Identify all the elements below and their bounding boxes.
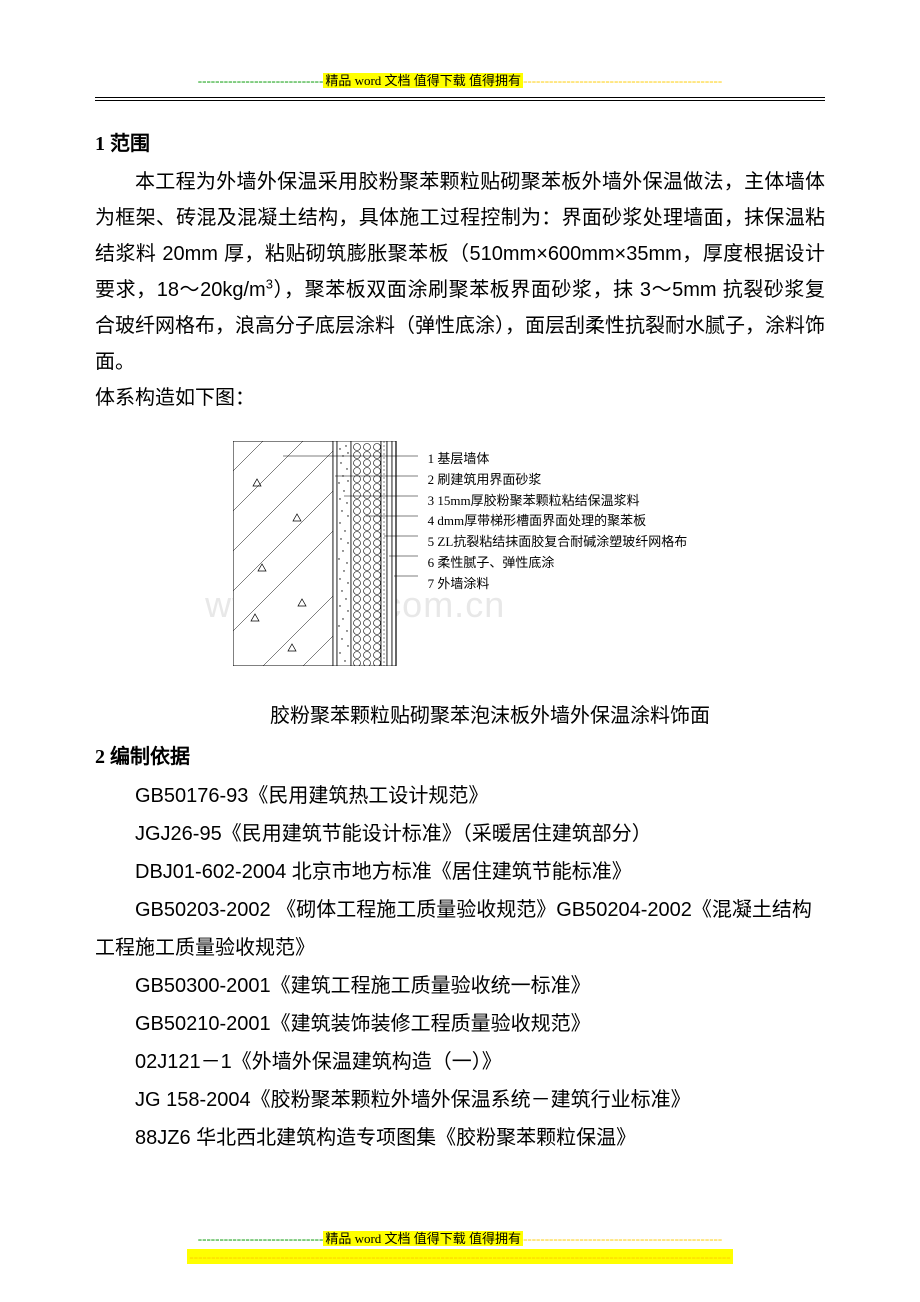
header-dashes-right: ----------------------------------------… — [523, 73, 722, 88]
diagram-label-3: 3 15mm厚胶粉聚苯颗粒粘结保温浆料 — [428, 491, 688, 512]
ref-1: GB50176-93《民用建筑热工设计规范》 — [95, 777, 825, 815]
diagram-label-2: 2 刷建筑用界面砂浆 — [428, 470, 688, 491]
ref-2: JGJ26-95《民用建筑节能设计标准》（采暖居住建筑部分） — [95, 815, 825, 853]
footer-dashes-left: ----------------------------- — [198, 1231, 324, 1246]
ref-6: GB50210-2001《建筑装饰装修工程质量验收规范》 — [95, 1005, 825, 1043]
footer-line-1: -----------------------------精品 word 文档 … — [95, 1228, 825, 1247]
diagram-label-4: 4 dmm厚带梯形槽面界面处理的聚苯板 — [428, 511, 688, 532]
footer-text: 精品 word 文档 值得下载 值得拥有 — [323, 1231, 523, 1246]
diagram-label-5: 5 ZL抗裂粘结抹面胶复合耐碱涂塑玻纤网格布 — [428, 532, 688, 553]
section1-title: 1 范围 — [95, 126, 825, 162]
diagram-label-6: 6 柔性腻子、弹性底涂 — [428, 553, 688, 574]
diagram-label-1: 1 基层墙体 — [428, 449, 688, 470]
ref-7: 02J121－1《外墙外保温建筑构造（一）》 — [95, 1043, 825, 1081]
structure-intro: 体系构造如下图： — [95, 380, 825, 416]
ref-8: JG 158-2004《胶粉聚苯颗粒外墙外保温系统－建筑行业标准》 — [95, 1081, 825, 1119]
ref-5: GB50300-2001《建筑工程施工质量验收统一标准》 — [95, 967, 825, 1005]
ref-9: 88JZ6 华北西北建筑构造专项图集《胶粉聚苯颗粒保温》 — [95, 1119, 825, 1157]
ref-wrap: GB50203-2002 《砌体工程施工质量验收规范》GB50204-2002《… — [95, 891, 825, 967]
diagram-container: www.zixin.com.cn — [95, 441, 825, 678]
footer: -----------------------------精品 word 文档 … — [95, 1228, 825, 1267]
header-divider — [95, 97, 825, 101]
diagram-caption: 胶粉聚苯颗粒贴砌聚苯泡沫板外墙外保温涂料饰面 — [95, 698, 825, 734]
ref-3: DBJ01-602-2004 北京市地方标准《居住建筑节能标准》 — [95, 853, 825, 891]
section1-paragraph: 本工程为外墙外保温采用胶粉聚苯颗粒贴砌聚苯板外墙外保温做法，主体墙体为框架、砖混… — [95, 164, 825, 380]
footer-dashes-right: ----------------------------------------… — [523, 1231, 722, 1246]
header-banner: -----------------------------精品 word 文档 … — [95, 70, 825, 89]
wall-diagram-svg — [233, 441, 418, 666]
footer-line-2: ----------------------------------------… — [95, 1249, 825, 1265]
footer-dashes-2: ----------------------------------------… — [187, 1249, 732, 1264]
header-text: 精品 word 文档 值得下载 值得拥有 — [323, 73, 523, 88]
header-dashes-left: ----------------------------- — [198, 73, 324, 88]
section2-title: 2 编制依据 — [95, 739, 825, 775]
document-content: 1 范围 本工程为外墙外保温采用胶粉聚苯颗粒贴砌聚苯板外墙外保温做法，主体墙体为… — [95, 126, 825, 1157]
superscript: 3 — [266, 276, 273, 291]
